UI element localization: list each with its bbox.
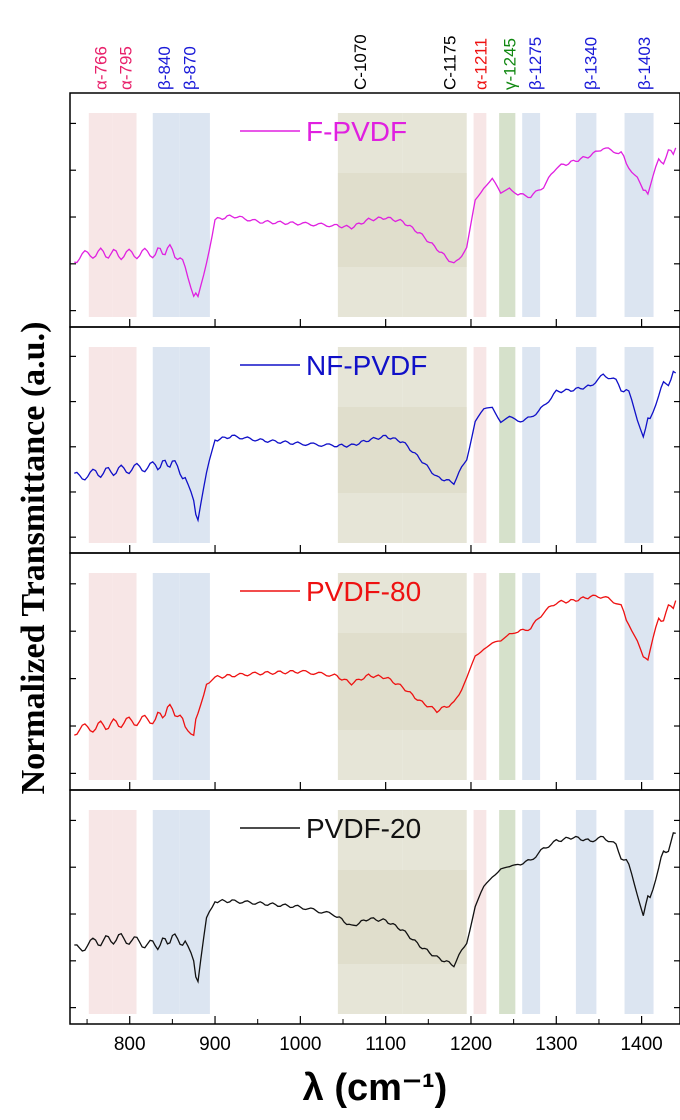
x-tick-label: 900: [199, 1034, 231, 1055]
band-rect-3-panel-2: [179, 573, 210, 780]
legend-layer: F-PVDF NF-PVDF PVDF-80 PVDF-20: [240, 116, 427, 844]
band-rect-10-panel-0: [624, 113, 654, 317]
band-rect-10-panel-3: [624, 810, 654, 1014]
band-rect-9-panel-2: [575, 573, 597, 780]
x-tick-label: 800: [114, 1034, 146, 1055]
band-rect-6-panel-2: [473, 573, 487, 780]
band-rect-1-panel-1: [112, 347, 137, 543]
series-line-f-pvdf: [74, 147, 677, 299]
band-rect-0-panel-0: [88, 113, 113, 317]
series-line-pvdf-20: [74, 832, 676, 984]
band-rect-8-panel-3: [522, 810, 541, 1014]
panel-frames: [69, 92, 680, 1025]
carbon-block-panel-2: [337, 633, 467, 730]
x-tick-label: 1200: [450, 1034, 492, 1055]
band-rect-10-panel-1: [624, 347, 654, 543]
band-rect-6-panel-0: [473, 113, 487, 317]
band-rect-2-panel-2: [152, 573, 180, 780]
band-label-0: α-766: [92, 46, 111, 90]
band-rect-0-panel-3: [88, 810, 113, 1014]
band-rect-8-panel-1: [522, 347, 541, 543]
band-rect-7-panel-0: [499, 113, 516, 317]
band-rect-1-panel-0: [112, 113, 137, 317]
band-rect-7-panel-3: [499, 810, 516, 1014]
band-rect-7-panel-2: [499, 573, 516, 780]
series-line-nf-pvdf: [74, 370, 677, 523]
band-label-10: β-1403: [635, 37, 654, 90]
series-line-pvdf-80: [74, 594, 677, 737]
x-axis-label: λ (cm⁻¹): [303, 1067, 448, 1109]
band-rect-3-panel-0: [179, 113, 210, 317]
x-tick-label: 1000: [279, 1034, 321, 1055]
band-rect-6-panel-3: [473, 810, 487, 1014]
band-rect-9-panel-1: [575, 347, 597, 543]
band-rect-1-panel-3: [112, 810, 137, 1014]
band-rect-6-panel-1: [473, 347, 487, 543]
band-label-9: β-1340: [581, 37, 600, 90]
band-rect-10-panel-2: [624, 573, 654, 780]
band-rect-3-panel-1: [179, 347, 210, 543]
band-label-1: α-795: [117, 46, 136, 90]
axis-ticks: 800 900 1000 1100 1200 1300 1400: [70, 122, 680, 1055]
x-tick-label: 1100: [365, 1034, 406, 1055]
band-rect-7-panel-1: [499, 347, 516, 543]
legend-label-2: PVDF-80: [306, 576, 421, 607]
band-rect-9-panel-3: [575, 810, 597, 1014]
band-labels: α-766 α-795 β-840 β-870 C-1070 C-1175 α-1211 γ-…: [92, 34, 655, 90]
legend-label-3: PVDF-20: [306, 813, 421, 844]
band-rect-0-panel-1: [88, 347, 113, 543]
band-rect-0-panel-2: [88, 573, 113, 780]
band-rect-2-panel-3: [152, 810, 180, 1014]
panel-frame-3: [69, 789, 680, 1025]
carbon-block-panel-1: [337, 407, 467, 493]
x-tick-label: 1300: [535, 1034, 577, 1055]
band-label-7: γ-1245: [500, 38, 519, 90]
x-tick-label: 1400: [620, 1034, 662, 1055]
band-label-2: β-840: [155, 46, 174, 90]
band-rect-9-panel-0: [575, 113, 597, 317]
legend-label-1: NF-PVDF: [306, 350, 427, 381]
band-rect-2-panel-0: [152, 113, 180, 317]
carbon-block-panel-3: [337, 870, 467, 964]
band-label-8: β-1275: [526, 37, 545, 90]
band-highlights: [88, 113, 654, 1014]
band-label-3: β-870: [180, 46, 199, 90]
band-rect-3-panel-3: [179, 810, 210, 1014]
band-label-6: α-1211: [471, 38, 490, 90]
series-layer: [74, 147, 677, 984]
carbon-block-panel-0: [337, 173, 467, 267]
y-axis-label: Normalized Transmittance (a.u.): [15, 322, 52, 795]
band-rect-2-panel-1: [152, 347, 180, 543]
band-rect-8-panel-2: [522, 573, 541, 780]
band-rect-1-panel-2: [112, 573, 137, 780]
band-rect-8-panel-0: [522, 113, 541, 317]
legend-label-0: F-PVDF: [306, 116, 407, 147]
band-label-4: C-1070: [351, 34, 370, 90]
band-label-5: C-1175: [441, 36, 460, 91]
